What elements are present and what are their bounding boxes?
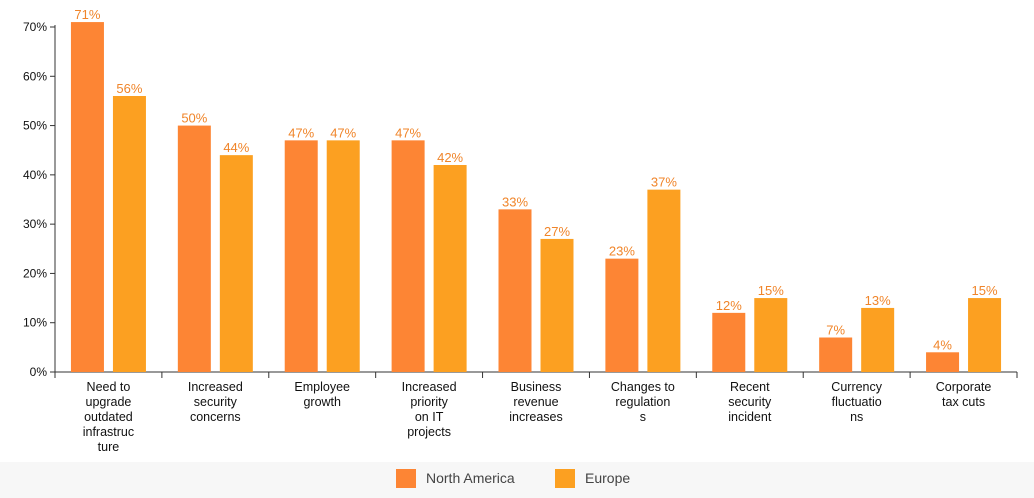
data-label: 71% [74,7,100,22]
data-label: 12% [716,298,742,313]
bar [605,258,639,372]
x-tick-label-line: Increased [188,380,243,394]
data-label: 47% [288,125,314,140]
data-label: 13% [865,293,891,308]
data-label: 23% [609,244,635,259]
y-axis: 0% 10% 20% 30% 40% 50% 60% 70% [23,20,56,379]
x-tick-label: Increased priority on IT projects [402,380,457,439]
bar [926,352,960,372]
x-tick-label-line: outdated [84,410,133,424]
bar [861,307,895,372]
bar [647,189,681,372]
data-label: 15% [972,283,998,298]
bar [112,96,146,372]
x-tick-label-line: Business [511,380,562,394]
bar [433,165,467,372]
legend-label: North America [426,470,515,486]
data-label: 15% [758,283,784,298]
legend-swatch [396,469,416,488]
legend: North America Europe [396,469,630,488]
data-label: 56% [116,81,142,96]
x-tick-label: Need to upgrade outdated infrastruc ture [83,380,134,454]
data-labels: 71% 56% 50% 44% 47% 47% 47% 42% 33% 27% 23% 37% 12% 1… [74,7,998,352]
x-tick-label: Employee growth [294,380,350,409]
x-tick-label-line: priority [410,395,448,409]
bar [754,298,788,372]
data-label: 47% [330,125,356,140]
x-tick-label-line: revenue [513,395,558,409]
y-tick-label: 0% [30,365,48,379]
y-tick-label: 50% [23,119,47,133]
legend-label: Europe [585,470,630,486]
x-tick-label-line: ture [98,440,120,454]
x-tick-label: Recent security incident [728,380,772,424]
bar [498,209,532,372]
y-tick-label: 20% [23,266,47,280]
x-tick-label-line: growth [303,395,341,409]
x-tick-label-line: increases [509,410,563,424]
bar [819,337,853,372]
bar [712,312,746,372]
x-tick-label: Increased security concerns [188,380,243,424]
data-label: 27% [544,224,570,239]
x-tick-label-line: Corporate [936,380,992,394]
bar [177,125,211,372]
bar [968,298,1002,372]
x-tick-label-line: upgrade [86,395,132,409]
x-tick-label-line: Recent [730,380,770,394]
x-tick-label: Currency fluctuatio ns [831,380,882,424]
y-tick-label: 30% [23,217,47,231]
bar [326,140,360,372]
x-tick-label: Business revenue increases [509,380,563,424]
y-tick-label: 70% [23,20,47,34]
legend-item[interactable]: North America [396,469,515,488]
bars [70,22,1002,372]
x-tick-label-line: incident [728,410,772,424]
bar [70,22,104,372]
x-tick-label-line: concerns [190,410,241,424]
y-tick-label: 40% [23,168,47,182]
data-label: 44% [223,140,249,155]
x-tick-label-line: Increased [402,380,457,394]
x-tick-label: Changes to regulation s [611,380,675,424]
data-label: 7% [826,323,845,338]
x-tick-label-line: security [728,395,772,409]
x-axis: Need to upgrade outdated infrastruc ture Incr… [54,371,1018,454]
data-label: 50% [181,111,207,126]
legend-band [0,462,1034,498]
data-label: 42% [437,150,463,165]
x-tick-label: Corporate tax cuts [936,380,992,409]
x-tick-label-line: regulation [615,395,670,409]
legend-item[interactable]: Europe [555,469,630,488]
x-tick-label-line: tax cuts [942,395,985,409]
x-tick-label-line: fluctuatio [832,395,882,409]
legend-swatch [555,469,575,488]
x-tick-label-line: s [640,410,646,424]
y-tick-label: 10% [23,316,47,330]
x-tick-label-line: Changes to [611,380,675,394]
bar [284,140,318,372]
x-tick-label-line: ns [850,410,863,424]
x-tick-label-line: security [194,395,238,409]
x-tick-label-line: Employee [294,380,350,394]
bar [391,140,425,372]
bar [540,238,574,372]
data-label: 47% [395,125,421,140]
data-label: 33% [502,194,528,209]
x-tick-label-line: Need to [87,380,131,394]
bar [219,155,253,372]
x-tick-label-line: projects [407,425,451,439]
data-label: 4% [933,337,952,352]
x-tick-label-line: on IT [415,410,444,424]
y-tick-label: 60% [23,69,47,83]
x-tick-label-line: Currency [831,380,882,394]
x-tick-label-line: infrastruc [83,425,134,439]
data-label: 37% [651,175,677,190]
